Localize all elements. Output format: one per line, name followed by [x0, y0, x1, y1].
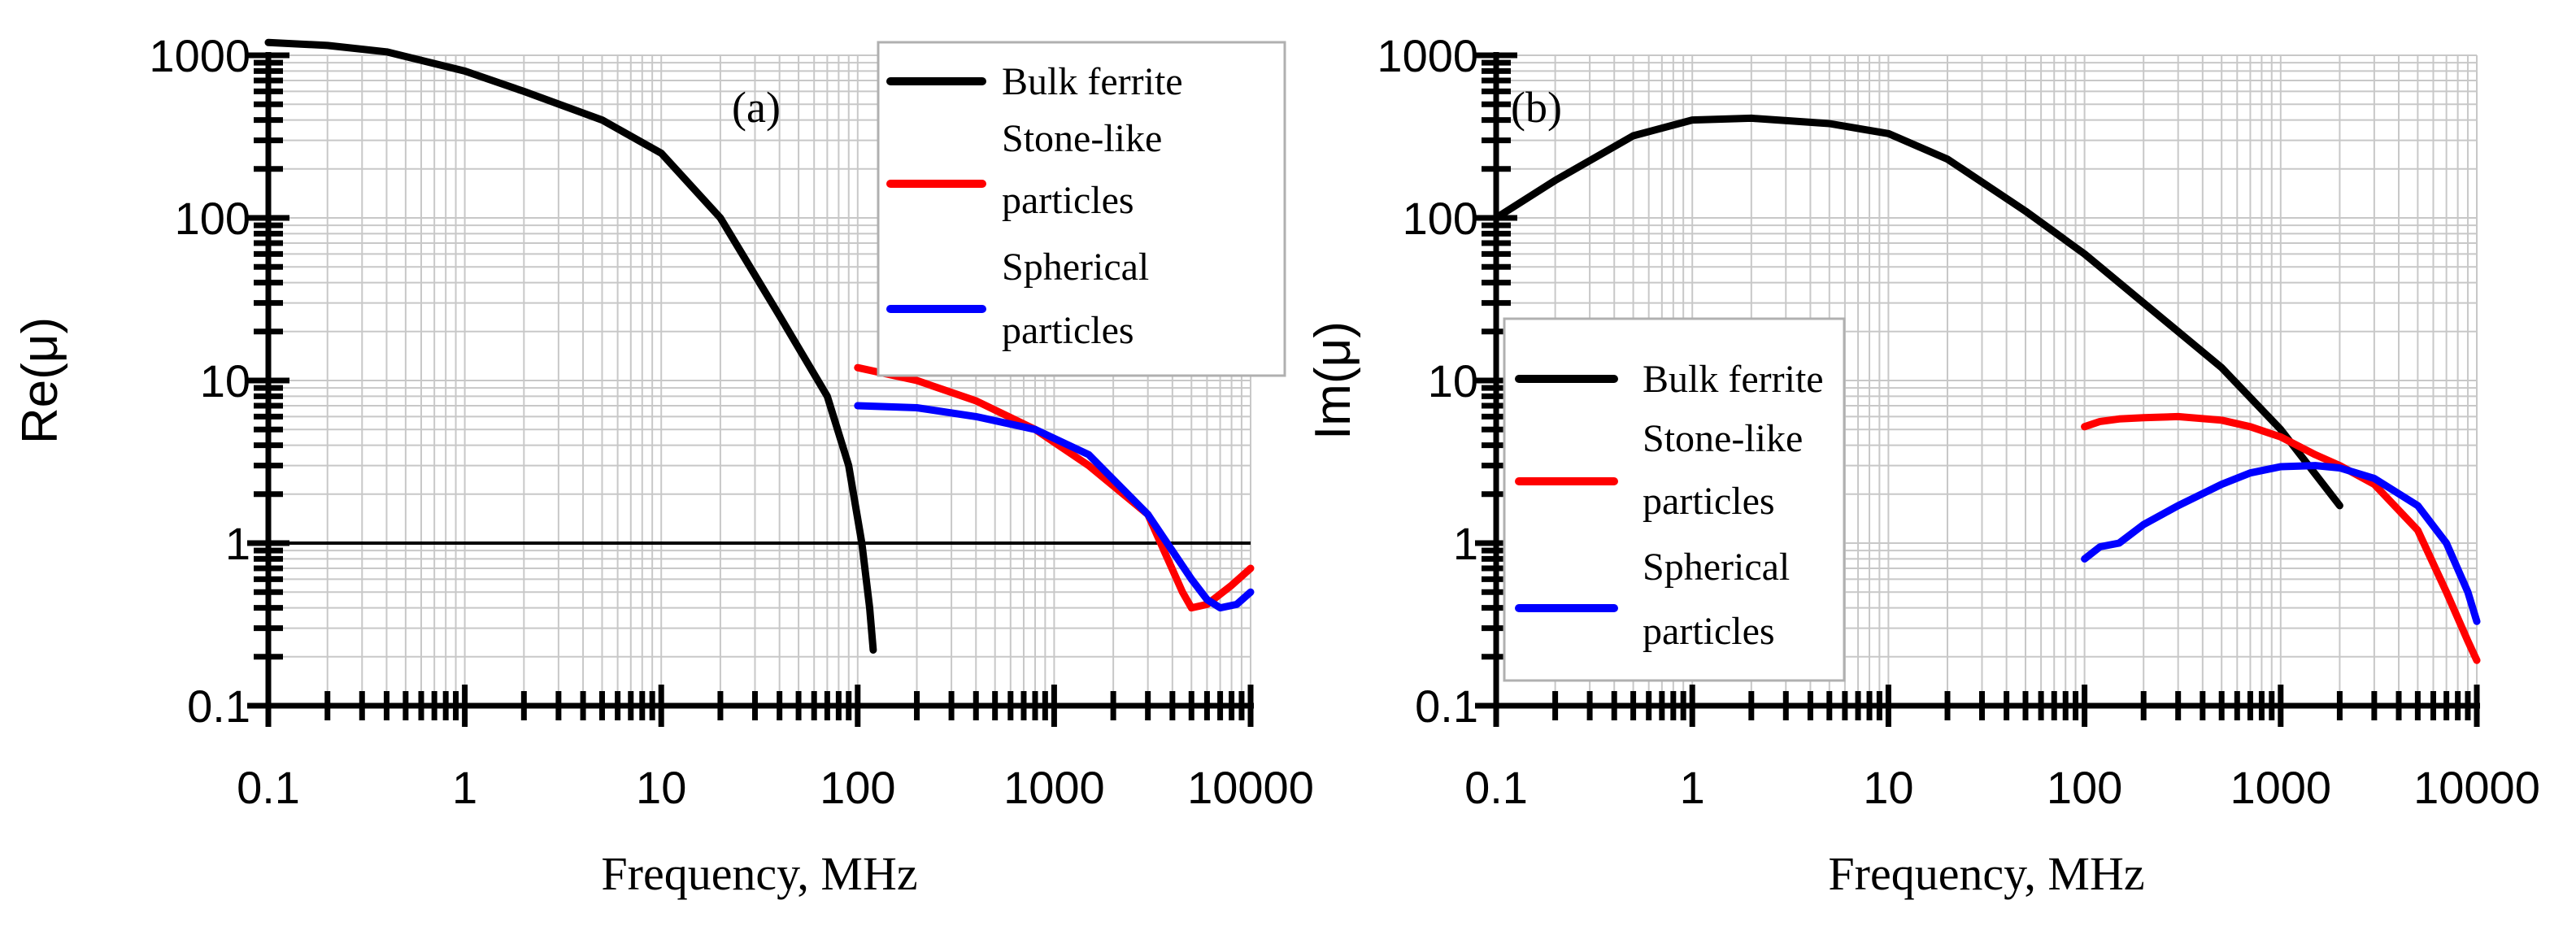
panel-a: 0.1 1 10 100 1000 10000 0.1 1 10 100 1000 Bulk ferr… — [12, 30, 1314, 900]
x-tick-label: 10000 — [1187, 762, 1314, 813]
x-tick-label: 0.1 — [237, 762, 300, 813]
gridlines — [1495, 54, 2478, 707]
y-axis-title: Re(μ) — [12, 317, 68, 444]
series-line-spherical-particles — [854, 402, 1255, 612]
x-tick-label: 0.1 — [1464, 762, 1528, 813]
x-tick-label: 10 — [1863, 762, 1913, 813]
y-tick-label: 100 — [1403, 193, 1478, 244]
x-axis-title: Frequency, MHz — [601, 847, 917, 900]
legend-label: Bulk ferrite — [1643, 358, 1824, 401]
series-line-bulk-ferrite — [264, 38, 877, 654]
legend: Bulk ferrite Stone-like particles Spherical… — [1503, 317, 1846, 682]
x-tick-label: 10 — [636, 762, 686, 813]
legend-label: particles — [1643, 610, 1775, 653]
x-tick-label: 1000 — [1003, 762, 1105, 813]
legend-label: particles — [1643, 480, 1775, 523]
legend-label: Bulk ferrite — [1002, 60, 1183, 103]
y-tick-label: 10 — [200, 355, 250, 407]
series-line-bulk-ferrite — [1492, 114, 2343, 510]
y-tick-label: 1 — [1453, 518, 1478, 569]
y-tick-label: 0.1 — [187, 681, 250, 732]
panel-label: (a) — [732, 83, 781, 132]
legend-label: particles — [1002, 179, 1134, 222]
y-tick-label: 10 — [1428, 355, 1478, 407]
panel-label: (b) — [1511, 83, 1562, 132]
legend-label: particles — [1002, 309, 1134, 352]
legend-label: Spherical — [1643, 546, 1790, 589]
series-line-spherical-particles — [2081, 462, 2481, 625]
y-tick-label: 0.1 — [1415, 681, 1478, 732]
x-tick-label: 100 — [2047, 762, 2122, 813]
x-tick-label: 100 — [820, 762, 895, 813]
y-tick-label: 1000 — [1377, 30, 1478, 81]
x-axis-title: Frequency, MHz — [1828, 847, 2144, 900]
legend-label: Spherical — [1002, 246, 1149, 289]
y-tick-label: 1000 — [149, 30, 250, 81]
y-tick-label: 100 — [175, 193, 250, 244]
x-tick-label: 1 — [452, 762, 477, 813]
panel-b: 0.1 1 10 100 1000 10000 0.1 1 10 100 1000 Bulk ferr… — [1305, 30, 2540, 900]
series-line-stone-like-particles — [2081, 412, 2481, 664]
legend-box — [877, 41, 1286, 377]
legend-label: Stone-like — [1643, 417, 1803, 460]
y-axis-title: Im(μ) — [1305, 321, 1361, 440]
legend-label: Stone-like — [1002, 117, 1162, 160]
x-tick-label: 10000 — [2413, 762, 2540, 813]
x-tick-label: 1000 — [2230, 762, 2332, 813]
legend: Bulk ferrite Stone-like particles Spherical… — [877, 41, 1286, 377]
x-tick-label: 1 — [1680, 762, 1705, 813]
y-tick-label: 1 — [225, 518, 250, 569]
